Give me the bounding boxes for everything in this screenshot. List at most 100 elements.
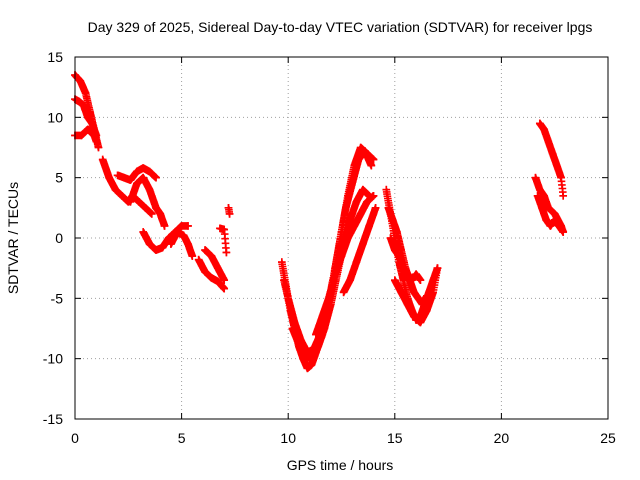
- data-point: [188, 252, 197, 260]
- data-point: [118, 191, 126, 200]
- data-point: [222, 248, 231, 257]
- data-point: [295, 340, 303, 348]
- data-point: [533, 191, 542, 200]
- data-point: [559, 228, 568, 236]
- data-point: [403, 270, 412, 278]
- data-point: [314, 342, 322, 351]
- data-point: [133, 179, 141, 188]
- data-point: [359, 240, 367, 248]
- y-tick-label: -5: [51, 290, 64, 306]
- data-point: [540, 191, 548, 200]
- series-s5-drop-c: [386, 234, 425, 285]
- y-axis-label: SDTVAR / TECUs: [5, 182, 21, 294]
- data-point: [391, 246, 399, 254]
- series-s4-back: [339, 204, 380, 297]
- data-point: [399, 264, 408, 272]
- data-point: [418, 300, 427, 309]
- series-s6-line-a: [535, 119, 568, 200]
- data-point: [141, 204, 150, 212]
- grid: [75, 57, 608, 419]
- y-tick-label: -15: [43, 411, 63, 427]
- data-point: [220, 225, 229, 234]
- data-point: [365, 222, 374, 230]
- series-s2-bumps: [167, 228, 197, 260]
- data-point: [371, 204, 380, 212]
- data-point: [382, 185, 391, 194]
- x-tick-label: 5: [178, 430, 186, 446]
- x-tick-label: 25: [600, 430, 616, 446]
- data-point: [367, 161, 376, 170]
- data-point: [535, 119, 544, 128]
- data-point: [88, 119, 96, 128]
- data-point: [126, 176, 135, 184]
- series-s3-iso: [216, 224, 231, 257]
- data-point: [433, 264, 442, 272]
- series-s2-hump: [126, 173, 169, 230]
- data-point: [414, 294, 423, 303]
- data-point: [341, 204, 350, 212]
- data-point: [75, 97, 84, 106]
- data-point: [356, 143, 365, 152]
- series-s6-line-c: [533, 191, 568, 236]
- x-tick-label: 20: [494, 430, 510, 446]
- plot-frame: [74, 56, 609, 420]
- data-point: [214, 264, 222, 272]
- data-point: [111, 185, 120, 194]
- data-point: [214, 277, 222, 286]
- data-point: [550, 210, 559, 218]
- data-point: [207, 274, 216, 282]
- data-point: [307, 354, 316, 363]
- data-point: [94, 143, 103, 152]
- data-point: [303, 364, 312, 373]
- data-point: [139, 164, 148, 172]
- data-point: [139, 173, 148, 182]
- data-point: [346, 216, 354, 224]
- data-point: [354, 155, 363, 164]
- data-point: [397, 246, 405, 254]
- data-point: [559, 191, 568, 200]
- data-point: [126, 198, 135, 206]
- data-point: [429, 288, 437, 297]
- data-point: [553, 161, 561, 170]
- data-point: [422, 306, 431, 315]
- data-point: [225, 210, 234, 218]
- data-point: [391, 276, 399, 285]
- data-point: [352, 258, 361, 266]
- data-point: [531, 173, 540, 182]
- data-point: [278, 258, 286, 266]
- data-point: [280, 276, 288, 285]
- data-point: [284, 294, 292, 303]
- data-point: [224, 204, 233, 212]
- data-point: [397, 288, 405, 297]
- data-point: [535, 185, 544, 194]
- chart-title: Day 329 of 2025, Sidereal Day-to-day VTE…: [88, 19, 593, 35]
- data-point: [416, 318, 425, 327]
- data-point: [395, 252, 403, 260]
- data-point: [555, 222, 563, 230]
- data-points: [71, 71, 568, 373]
- data-point: [361, 147, 369, 155]
- data-point: [160, 222, 169, 230]
- y-tick-label: 5: [55, 170, 63, 186]
- data-point: [201, 267, 209, 276]
- data-point: [152, 173, 160, 182]
- data-point: [538, 204, 546, 212]
- data-point: [410, 288, 418, 297]
- data-point: [412, 270, 420, 278]
- data-point: [348, 179, 356, 188]
- data-point: [220, 284, 229, 293]
- data-point: [544, 204, 553, 212]
- series-s3-dip: [194, 255, 229, 293]
- data-point: [113, 171, 122, 180]
- data-point: [207, 252, 216, 260]
- data-point: [337, 252, 346, 260]
- data-point: [145, 240, 154, 248]
- data-point: [194, 255, 203, 264]
- data-point: [83, 125, 92, 134]
- data-point: [352, 198, 361, 206]
- data-point: [152, 204, 160, 212]
- data-point: [139, 228, 148, 236]
- data-point: [320, 324, 329, 333]
- data-point: [177, 222, 186, 230]
